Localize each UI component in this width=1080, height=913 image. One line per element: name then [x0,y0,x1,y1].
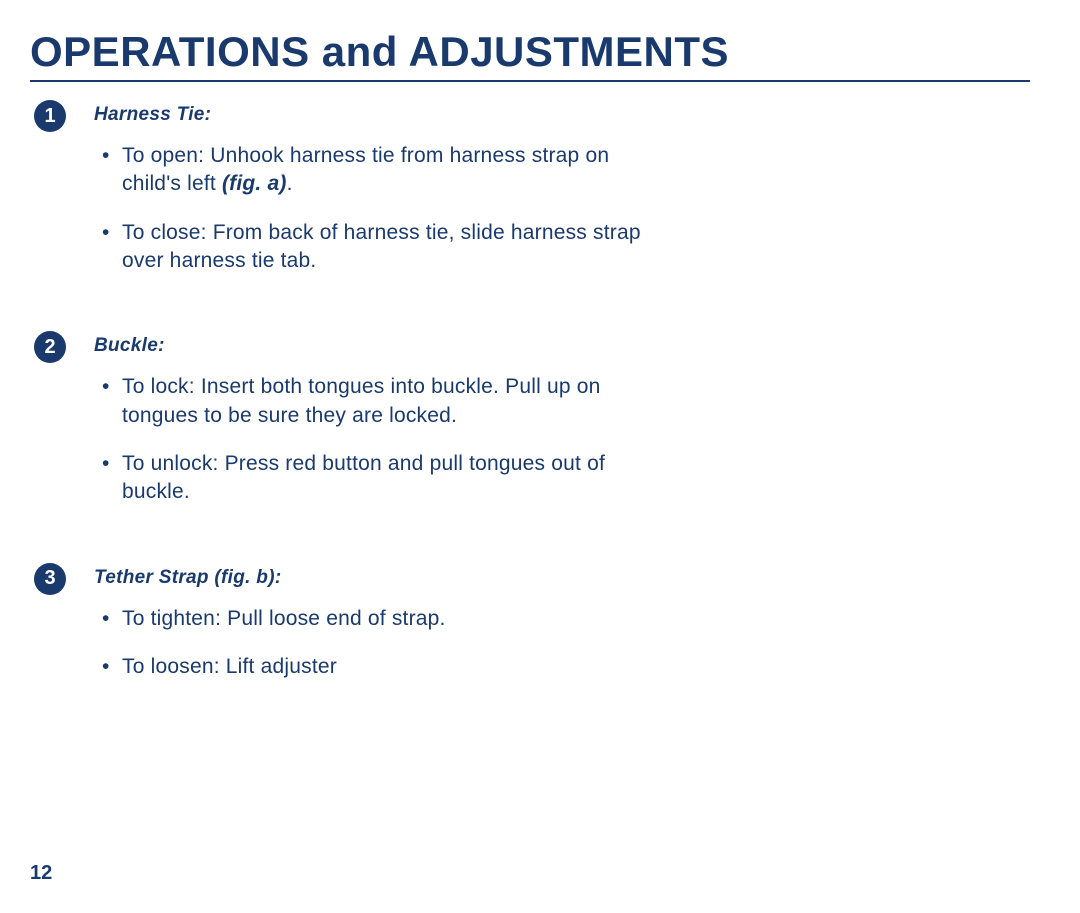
section-2: 2Buckle:To lock: Insert both tongues int… [30,335,1030,526]
bullet-text: To tighten: Pull loose end of strap. [122,607,446,630]
bullet-list: To lock: Insert both tongues into buckle… [94,373,654,506]
bullet-text: To open: Unhook harness tie from harness… [122,144,609,195]
number-badge-1: 1 [34,100,66,132]
bullet-item: To tighten: Pull loose end of strap. [100,605,654,633]
number-badge-2: 2 [34,331,66,363]
page-title: OPERATIONS and ADJUSTMENTS [30,28,1030,82]
page-number: 12 [30,862,52,885]
bullet-item: To lock: Insert both tongues into buckle… [100,373,654,430]
bullet-list: To tighten: Pull loose end of strap. To l… [94,605,654,682]
figure-reference: (fig. a) [222,172,287,195]
bullet-text: To unlock: Press red button and pull ton… [122,452,605,503]
section-content: Harness Tie: To open: Unhook harness tie … [94,104,654,295]
number-badge-3: 3 [34,563,66,595]
section-content: Buckle: To lock: Insert both tongues into… [94,335,654,526]
section-content: Tether Strap (fig. b): To tighten: Pull l… [94,567,654,702]
bullet-item: To unlock: Press red button and pull ton… [100,450,654,507]
bullet-list: To open: Unhook harness tie from harness… [94,142,654,275]
section-3: 3Tether Strap (fig. b):To tighten: Pull … [30,567,1030,702]
bullet-text-post: . [287,172,293,195]
bullet-item: To close: From back of harness tie, slid… [100,219,654,276]
section-heading: Buckle: [94,335,654,357]
section-heading: Tether Strap (fig. b): [94,567,654,589]
sections-container: 1Harness Tie:To open: Unhook harness tie… [30,104,1030,701]
bullet-text: To close: From back of harness tie, slid… [122,221,641,272]
section-heading: Harness Tie: [94,104,654,126]
bullet-text: To lock: Insert both tongues into buckle… [122,375,601,426]
bullet-text: To loosen: Lift adjuster [122,655,337,678]
bullet-item: To open: Unhook harness tie from harness… [100,142,654,199]
section-1: 1Harness Tie:To open: Unhook harness tie… [30,104,1030,295]
bullet-item: To loosen: Lift adjuster [100,653,654,681]
